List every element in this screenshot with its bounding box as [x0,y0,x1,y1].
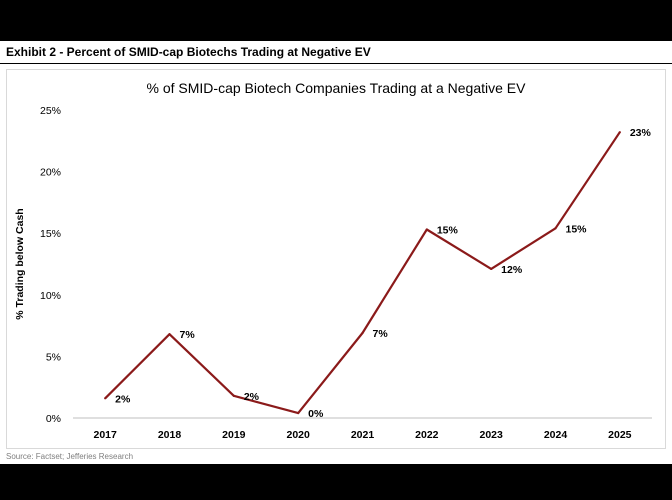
series-line [104,131,621,415]
x-tick-label: 2025 [608,429,632,441]
data-point [425,228,428,231]
data-point [490,267,493,271]
x-tick-label: 2023 [479,429,503,441]
chart-title: % of SMID-cap Biotech Companies Trading … [147,80,527,96]
x-tick-labels: 2017 2018 2019 2020 2021 2022 2023 2024 2025 [93,429,631,441]
data-point [232,394,235,397]
y-tick-label: 0% [46,413,61,425]
data-point [618,131,621,134]
y-tick-label: 10% [40,290,61,302]
exhibit-title: Exhibit 2 - Percent of SMID-cap Biotechs… [6,45,371,59]
x-tick-label: 2017 [93,429,117,441]
data-label: 12% [501,264,523,276]
y-tick-label: 20% [40,167,61,179]
y-tick-label: 5% [46,351,61,363]
x-tick-label: 2021 [351,429,375,441]
x-tick-label: 2022 [415,429,439,441]
data-label: 7% [180,329,196,341]
data-label: 0% [308,408,324,420]
data-label: 2% [244,391,260,403]
data-labels: 2% 7% 2% 0% 7% 15% 12% 15% 23% [115,127,651,420]
data-label: 2% [115,393,131,405]
data-point [361,331,364,335]
report-page: Exhibit 2 - Percent of SMID-cap Biotechs… [0,41,672,464]
data-points [104,131,621,415]
data-point [554,227,557,230]
y-tick-label: 15% [40,228,61,240]
y-tick-label: 25% [40,105,61,117]
y-axis-label: % Trading below Cash [14,208,26,319]
data-label: 15% [566,223,588,235]
line-chart: % of SMID-cap Biotech Companies Trading … [14,80,652,441]
x-tick-label: 2019 [222,429,246,441]
x-tick-label: 2020 [286,429,310,441]
data-point [297,411,300,415]
header-divider [0,63,672,64]
x-tick-label: 2024 [544,429,568,441]
chart-frame: % of SMID-cap Biotech Companies Trading … [6,69,666,449]
source-note: Source: Factset; Jefferies Research [6,452,134,461]
data-point [104,397,107,400]
data-label: 7% [373,328,389,340]
data-point [168,333,171,336]
data-label: 15% [437,225,459,237]
x-tick-label: 2018 [158,429,182,441]
data-label: 23% [630,127,652,139]
y-tick-labels: 0% 5% 10% 15% 20% 25% [40,105,61,425]
